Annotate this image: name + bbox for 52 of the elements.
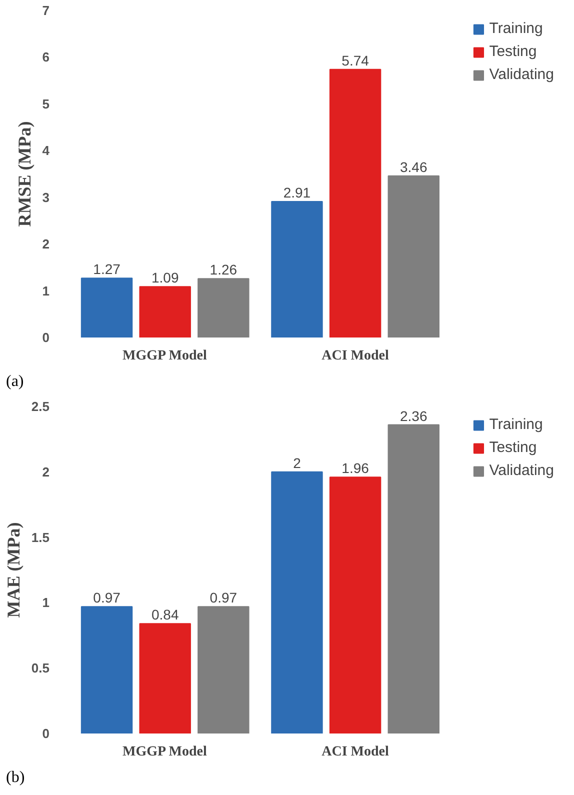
data-label: 2.36 [400,408,428,424]
legend-label: Testing [489,43,537,60]
bar [388,424,440,734]
y-tick-label: 4 [42,143,50,158]
y-tick-label: 1 [42,595,50,610]
bar [329,476,382,734]
x-tick-label: ACI Model [322,348,390,364]
y-tick-label: 5 [42,96,50,112]
y-tick-label: 1.5 [31,530,50,545]
bar [198,278,250,338]
data-label: 5.74 [342,52,370,68]
data-label: 3.46 [400,158,428,175]
data-label: 0.97 [93,590,121,606]
data-label: 1.27 [93,261,121,278]
data-label: 1.96 [342,460,370,476]
legend-label: Training [489,20,543,37]
bar [139,623,191,734]
bar [139,286,191,338]
data-label: 0.97 [210,590,238,606]
y-tick-label: 6 [42,50,50,65]
y-axis-title: MAE (MPa) [3,522,24,618]
legend-label: Training [489,416,543,433]
text: (a) [6,372,24,392]
y-tick-label: 2 [42,464,50,480]
y-tick-label: 1 [42,283,50,298]
bar [271,471,323,734]
data-label: 2 [293,454,302,471]
y-axis-title: RMSE (MPa) [14,121,34,227]
legend-label: Validating [489,462,554,479]
bar [80,606,133,734]
text: (b) [6,768,25,788]
bar [388,175,440,338]
y-tick-label: 7 [42,3,50,18]
y-tick-label: 0 [42,330,50,345]
y-tick-label: 3 [42,190,50,205]
legend-label: Validating [489,66,554,83]
x-tick-label: MGGP Model [122,348,208,364]
y-tick-label: 0 [42,726,50,741]
bar [271,201,323,338]
legend-label: Testing [489,439,537,456]
x-tick-label: MGGP Model [122,744,208,760]
bar [329,68,382,338]
bar [198,606,250,734]
data-label: 1.26 [210,262,238,278]
data-label: 1.09 [151,270,179,286]
data-label: 0.84 [151,606,179,623]
data-label: 2.91 [283,184,311,201]
y-tick-label: 0.5 [31,660,50,676]
y-tick-label: 2 [42,236,50,252]
bar [80,278,133,338]
x-tick-label: ACI Model [322,744,390,760]
y-tick-label: 2.5 [31,399,50,414]
